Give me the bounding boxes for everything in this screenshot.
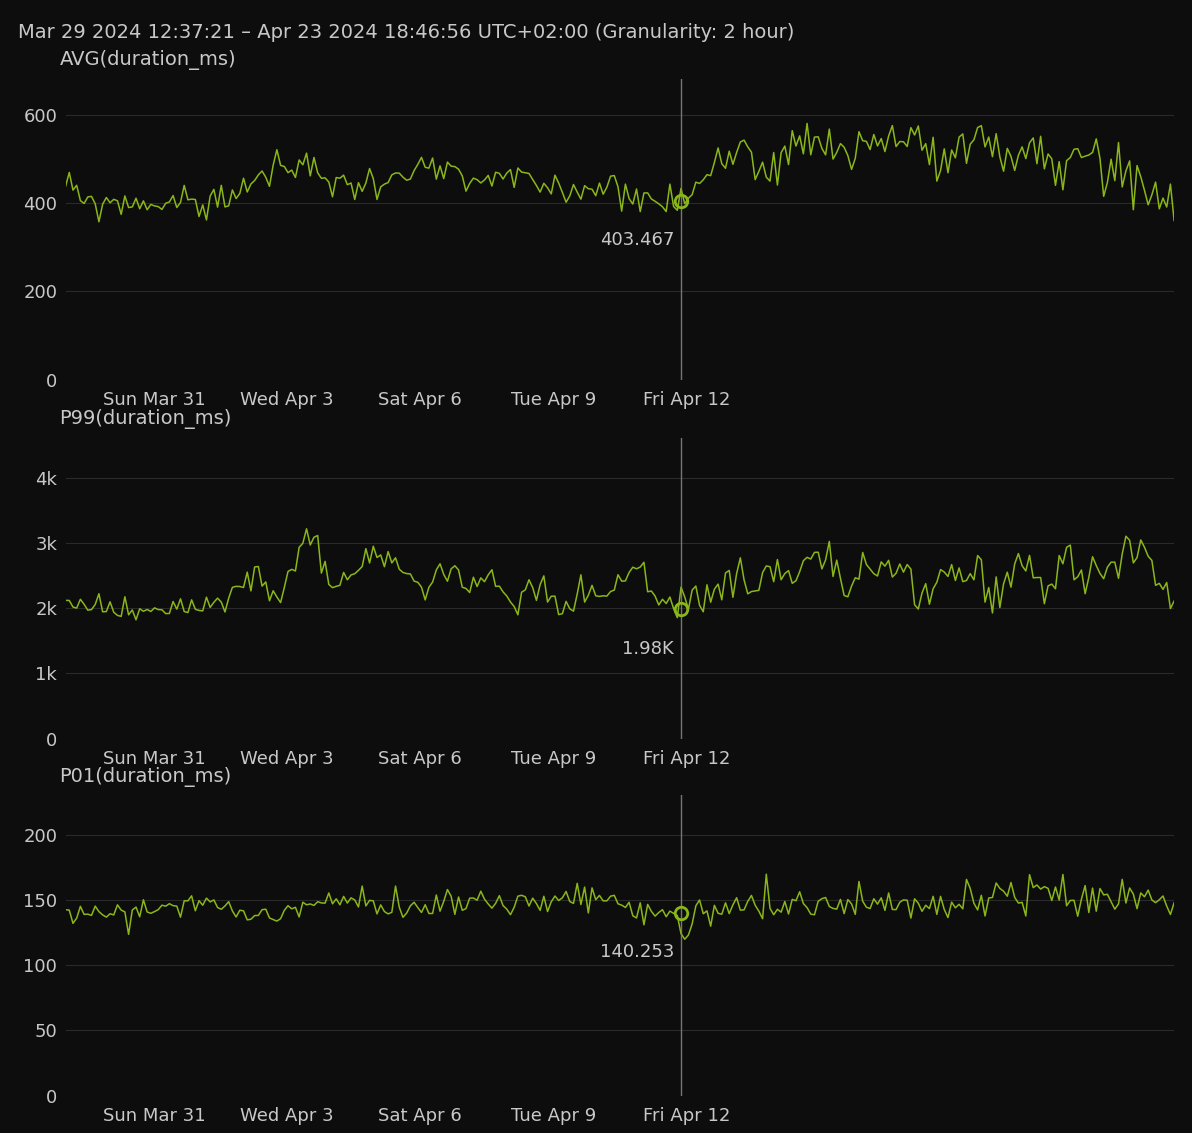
Text: 403.467: 403.467	[600, 231, 675, 249]
Text: 140.253: 140.253	[600, 943, 675, 961]
Text: Mar 29 2024 12:37:21 – Apr 23 2024 18:46:56 UTC+02:00 (Granularity: 2 hour): Mar 29 2024 12:37:21 – Apr 23 2024 18:46…	[18, 23, 794, 42]
Text: AVG(duration_ms): AVG(duration_ms)	[60, 50, 236, 70]
Text: P99(duration_ms): P99(duration_ms)	[60, 409, 232, 429]
Text: P01(duration_ms): P01(duration_ms)	[60, 767, 232, 787]
Text: 1.98K: 1.98K	[622, 639, 675, 657]
